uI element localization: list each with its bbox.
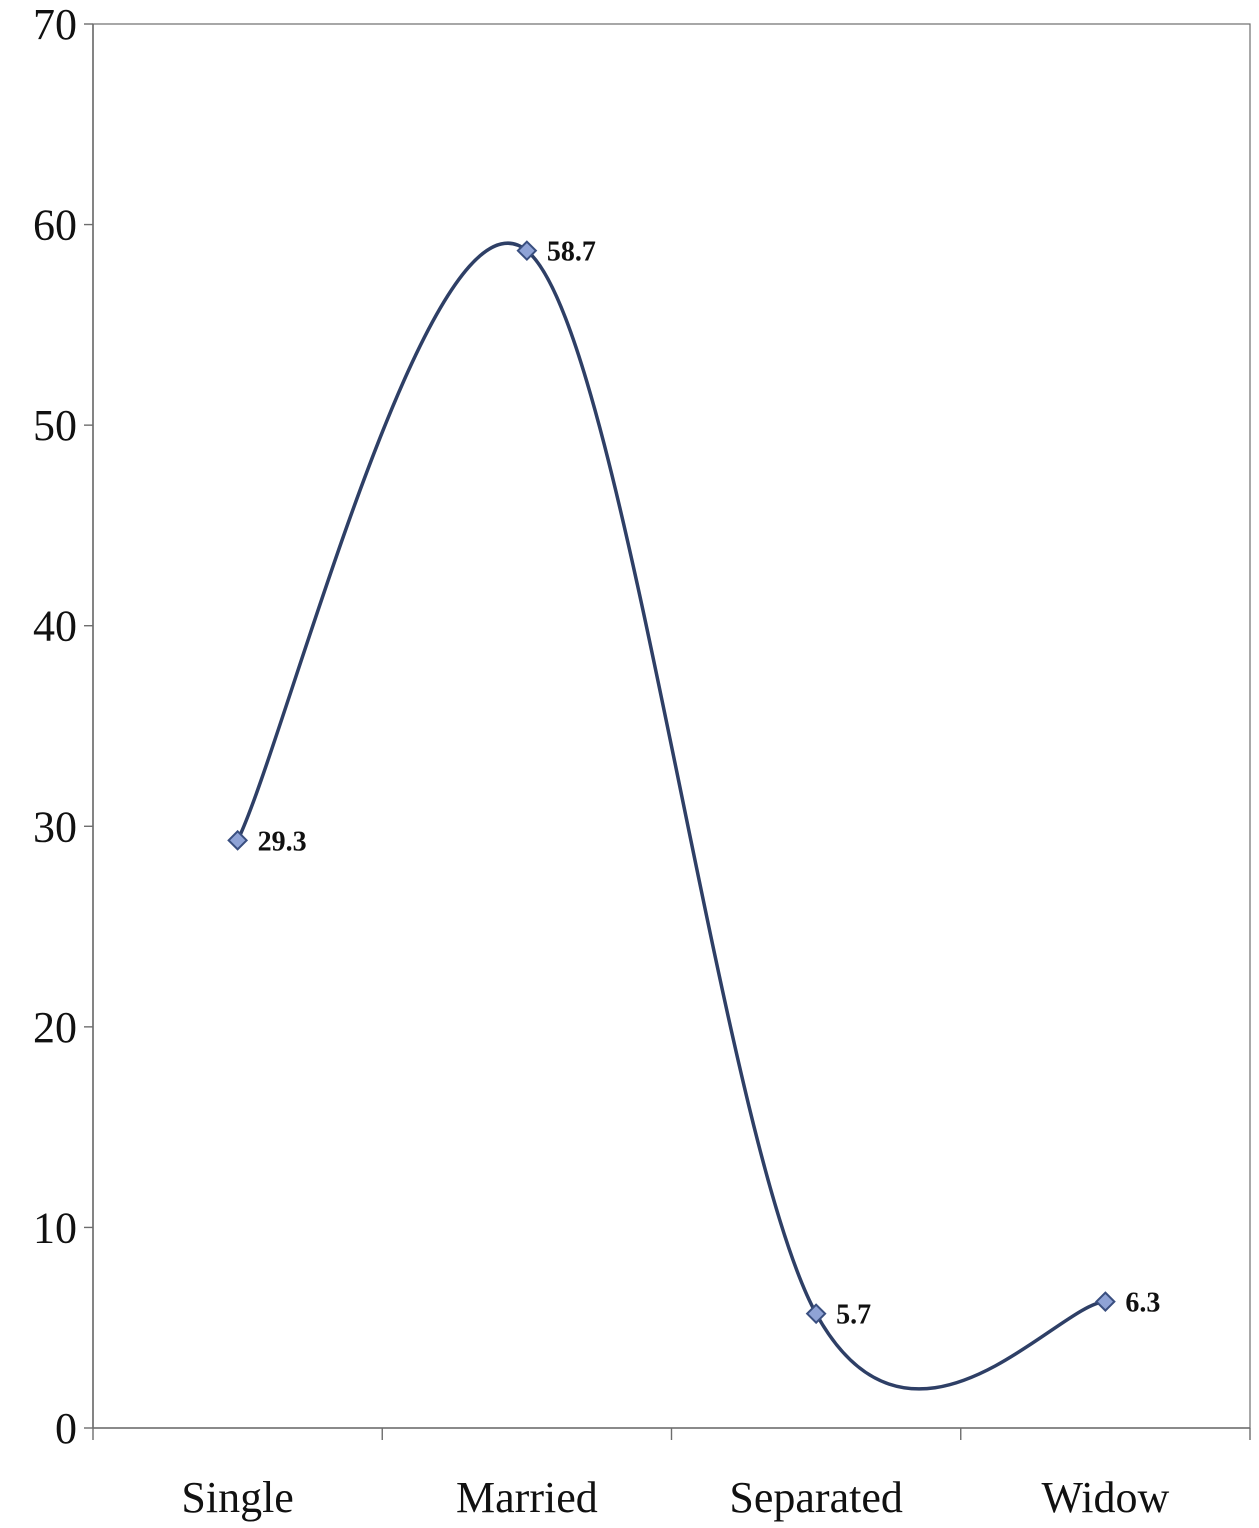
y-tick-label: 70 [33, 0, 77, 49]
data-labels: 29.3 58.7 5.7 6.3 [258, 237, 1161, 1331]
y-tick-label: 60 [33, 201, 77, 250]
plot-area [92, 23, 1251, 1429]
data-markers [227, 240, 1116, 1325]
data-point-marker [227, 829, 249, 851]
data-point-marker [516, 240, 538, 262]
y-tick-label: 20 [33, 1003, 77, 1052]
y-tick-label: 0 [55, 1404, 77, 1453]
y-tick-label: 50 [33, 401, 77, 450]
series-line [235, 241, 1108, 1391]
data-point-marker [1094, 1291, 1116, 1313]
y-tick-label: 30 [33, 802, 77, 851]
plot-border [92, 23, 1251, 1429]
y-tick-label: 10 [33, 1203, 77, 1252]
data-value-label: 58.7 [547, 237, 596, 268]
x-category-label: Widow [1041, 1473, 1169, 1522]
data-value-label: 6.3 [1125, 1288, 1160, 1319]
data-point-marker [805, 1303, 827, 1325]
series-line-group [235, 241, 1108, 1391]
x-category-label: Single [181, 1473, 293, 1522]
y-tick-label: 40 [33, 602, 77, 651]
data-value-label: 29.3 [258, 826, 307, 857]
x-axis: Single Married Separated Widow [92, 1427, 1251, 1522]
x-category-label: Married [456, 1473, 598, 1522]
data-value-label: 5.7 [836, 1300, 871, 1331]
x-category-label: Separated [729, 1473, 902, 1522]
y-axis: 0 10 20 30 40 50 60 70 [33, 0, 94, 1453]
